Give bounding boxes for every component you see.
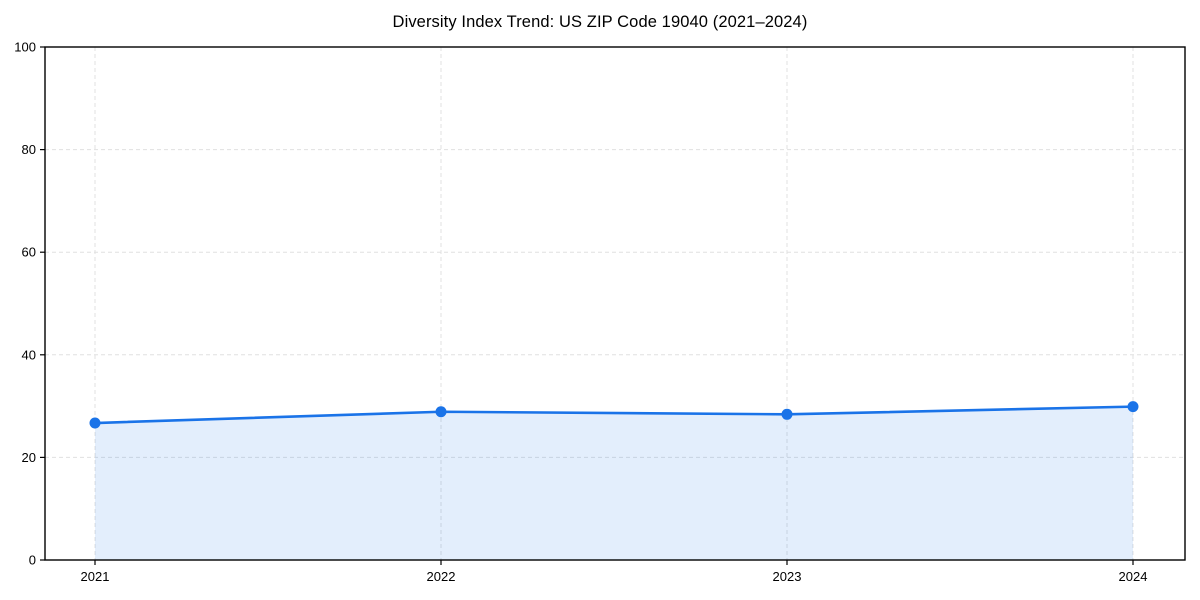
trend-line: [93, 405, 1135, 425]
area-fill: [95, 406, 1133, 560]
data-point-2024[interactable]: 2024: 29.9: [1127, 401, 1139, 413]
data-point-2022[interactable]: 2022: 28.9: [435, 406, 447, 418]
x-tick-label: 2022: [427, 569, 456, 584]
y-tick-label: 20: [22, 450, 36, 465]
x-tick-label: 2024: [1119, 569, 1148, 584]
y-tick-label: 80: [22, 142, 36, 157]
plot-frame: [44, 46, 1186, 561]
x-tick-label: 2021: [81, 569, 110, 584]
chart-title: Diversity Index Trend: US ZIP Code 19040…: [392, 13, 808, 31]
y-tick-label: 40: [22, 347, 36, 362]
data-point-2023[interactable]: 2023: 28.4: [781, 408, 793, 420]
y-tick-label: 60: [22, 245, 36, 260]
x-tick-label: 2023: [773, 569, 802, 584]
y-tick-label: 0: [29, 553, 36, 568]
data-point-2021[interactable]: 2021: 26.7: [89, 417, 101, 429]
y-tick-label: 100: [14, 40, 36, 55]
